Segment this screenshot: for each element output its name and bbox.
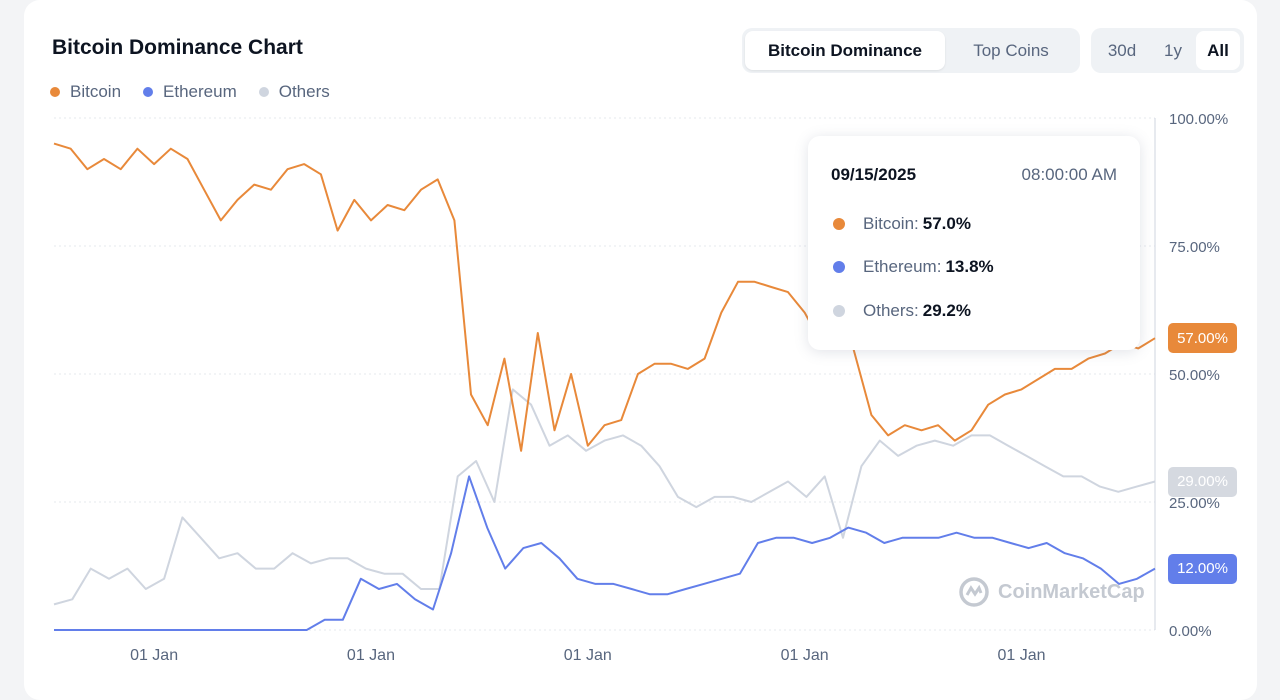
series-line-ethereum (54, 475, 1156, 631)
bitcoin-dot-icon (50, 87, 60, 97)
tab-top-coins[interactable]: Top Coins (973, 40, 1049, 60)
tooltip-label: Bitcoin: (863, 214, 919, 233)
tooltip-label: Ethereum: (863, 257, 942, 276)
page-title: Bitcoin Dominance Chart (52, 36, 303, 59)
tooltip-value: 57.0% (922, 214, 971, 233)
y-tick-label: 50.00% (1169, 367, 1220, 384)
watermark: CoinMarketCap (958, 576, 1145, 608)
tooltip-row-others: Others: 29.2% (833, 301, 971, 321)
range-1y-button[interactable]: 1y (1164, 40, 1182, 60)
legend-bitcoin[interactable]: Bitcoin (50, 82, 121, 102)
x-tick-label: 01 Jan (564, 647, 612, 664)
y-tick-label: 75.00% (1169, 239, 1220, 256)
others-dot-icon (833, 305, 845, 317)
others-value-badge: 29.00% (1168, 466, 1237, 497)
view-tabs: Bitcoin Dominance Top Coins (742, 28, 1080, 73)
range-30d-button[interactable]: 30d (1107, 40, 1137, 60)
coinmarketcap-logo-icon (959, 577, 989, 607)
legend-label-bitcoin: Bitcoin (70, 82, 122, 101)
x-tick-label: 01 Jan (781, 647, 829, 664)
chart-legend: Bitcoin Ethereum Others (50, 82, 330, 102)
x-tick-label: 01 Jan (347, 647, 395, 664)
tooltip-value: 13.8% (945, 257, 994, 276)
tooltip-row-ethereum: Ethereum: 13.8% (833, 257, 994, 277)
tooltip-time: 08:00:00 AM (1021, 165, 1117, 184)
y-tick-label: 100.00% (1169, 111, 1228, 128)
tooltip-date: 09/15/2025 (831, 165, 917, 184)
others-dot-icon (258, 87, 269, 97)
watermark-text: CoinMarketCap (998, 580, 1145, 603)
legend-ethereum[interactable]: Ethereum (143, 82, 237, 102)
legend-label-ethereum: Ethereum (163, 82, 237, 101)
series-line-bitcoin (53, 142, 1156, 452)
bitcoin-value-badge: 57.00% (1168, 323, 1237, 354)
ethereum-dot-icon (143, 87, 154, 97)
data-tooltip: 09/15/2025 08:00:00 AM Bitcoin: 57.0% Et… (808, 136, 1140, 350)
range-all-button[interactable]: All (1196, 31, 1240, 70)
bitcoin-dot-icon (833, 218, 845, 230)
x-tick-label: 01 Jan (130, 647, 178, 664)
ethereum-dot-icon (833, 261, 845, 273)
x-tick-label: 01 Jan (998, 647, 1046, 664)
series-line-others (53, 388, 1156, 606)
tooltip-value: 29.2% (922, 301, 971, 320)
legend-others[interactable]: Others (258, 82, 330, 102)
y-tick-label: 0.00% (1169, 623, 1212, 640)
legend-label-others: Others (278, 82, 330, 101)
ethereum-value-badge: 12.00% (1168, 553, 1237, 584)
y-tick-label: 25.00% (1169, 495, 1220, 512)
chart-card (24, 0, 1257, 700)
dominance-chart[interactable]: 100.00% 75.00% 50.00% 25.00% 0.00% 01 Jan 01 J… (0, 0, 1280, 682)
range-selector: 30d 1y All (1091, 28, 1244, 73)
tooltip-label: Others: (863, 301, 919, 320)
tooltip-row-bitcoin: Bitcoin: 57.0% (833, 214, 971, 234)
tab-bitcoin-dominance[interactable]: Bitcoin Dominance (745, 31, 945, 70)
